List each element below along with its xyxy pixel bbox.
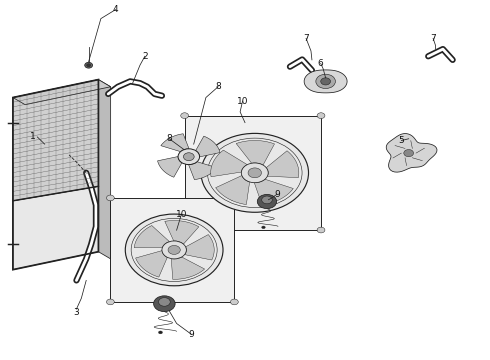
Circle shape bbox=[162, 241, 186, 259]
Polygon shape bbox=[254, 179, 294, 205]
Text: 1: 1 bbox=[29, 132, 35, 141]
Polygon shape bbox=[185, 235, 214, 260]
Polygon shape bbox=[172, 257, 205, 279]
Circle shape bbox=[316, 74, 335, 89]
Circle shape bbox=[257, 194, 277, 208]
Circle shape bbox=[404, 149, 414, 157]
Text: 8: 8 bbox=[167, 134, 172, 143]
Circle shape bbox=[87, 64, 91, 67]
Circle shape bbox=[159, 298, 170, 306]
Polygon shape bbox=[386, 134, 437, 172]
Circle shape bbox=[242, 163, 268, 183]
Polygon shape bbox=[13, 80, 111, 105]
Text: 7: 7 bbox=[430, 34, 436, 43]
Polygon shape bbox=[136, 251, 167, 277]
Text: 10: 10 bbox=[237, 96, 248, 105]
Polygon shape bbox=[304, 70, 347, 93]
Text: 3: 3 bbox=[74, 308, 79, 317]
Text: 9: 9 bbox=[274, 190, 280, 199]
Circle shape bbox=[168, 246, 180, 255]
Polygon shape bbox=[134, 225, 170, 248]
Text: 4: 4 bbox=[113, 5, 118, 14]
Circle shape bbox=[201, 134, 309, 212]
Circle shape bbox=[181, 227, 189, 233]
Circle shape bbox=[85, 62, 93, 68]
Circle shape bbox=[183, 153, 194, 161]
Text: 8: 8 bbox=[215, 82, 221, 91]
Polygon shape bbox=[13, 80, 98, 201]
Polygon shape bbox=[189, 162, 217, 180]
Text: 9: 9 bbox=[188, 330, 194, 339]
Polygon shape bbox=[161, 134, 189, 152]
Polygon shape bbox=[158, 157, 182, 177]
Circle shape bbox=[106, 299, 114, 305]
Polygon shape bbox=[185, 116, 321, 230]
Polygon shape bbox=[196, 136, 220, 157]
Polygon shape bbox=[266, 151, 299, 178]
Circle shape bbox=[178, 149, 199, 165]
Polygon shape bbox=[211, 150, 247, 177]
Circle shape bbox=[230, 299, 238, 305]
Circle shape bbox=[262, 196, 272, 204]
Polygon shape bbox=[236, 140, 274, 165]
Circle shape bbox=[262, 226, 265, 229]
Circle shape bbox=[125, 214, 223, 286]
Text: 2: 2 bbox=[142, 52, 147, 61]
Circle shape bbox=[230, 195, 238, 201]
Text: 10: 10 bbox=[176, 210, 187, 219]
Polygon shape bbox=[13, 186, 98, 270]
Text: 6: 6 bbox=[318, 59, 323, 68]
Polygon shape bbox=[110, 198, 234, 302]
Circle shape bbox=[181, 113, 189, 118]
Polygon shape bbox=[98, 80, 111, 259]
Polygon shape bbox=[216, 176, 249, 204]
Circle shape bbox=[317, 227, 325, 233]
Circle shape bbox=[154, 296, 175, 312]
Text: 5: 5 bbox=[398, 136, 404, 145]
Circle shape bbox=[248, 168, 262, 178]
Circle shape bbox=[317, 113, 325, 118]
Text: 7: 7 bbox=[303, 34, 309, 43]
Circle shape bbox=[159, 331, 162, 334]
Polygon shape bbox=[165, 221, 199, 244]
Circle shape bbox=[106, 195, 114, 201]
Circle shape bbox=[321, 78, 331, 85]
